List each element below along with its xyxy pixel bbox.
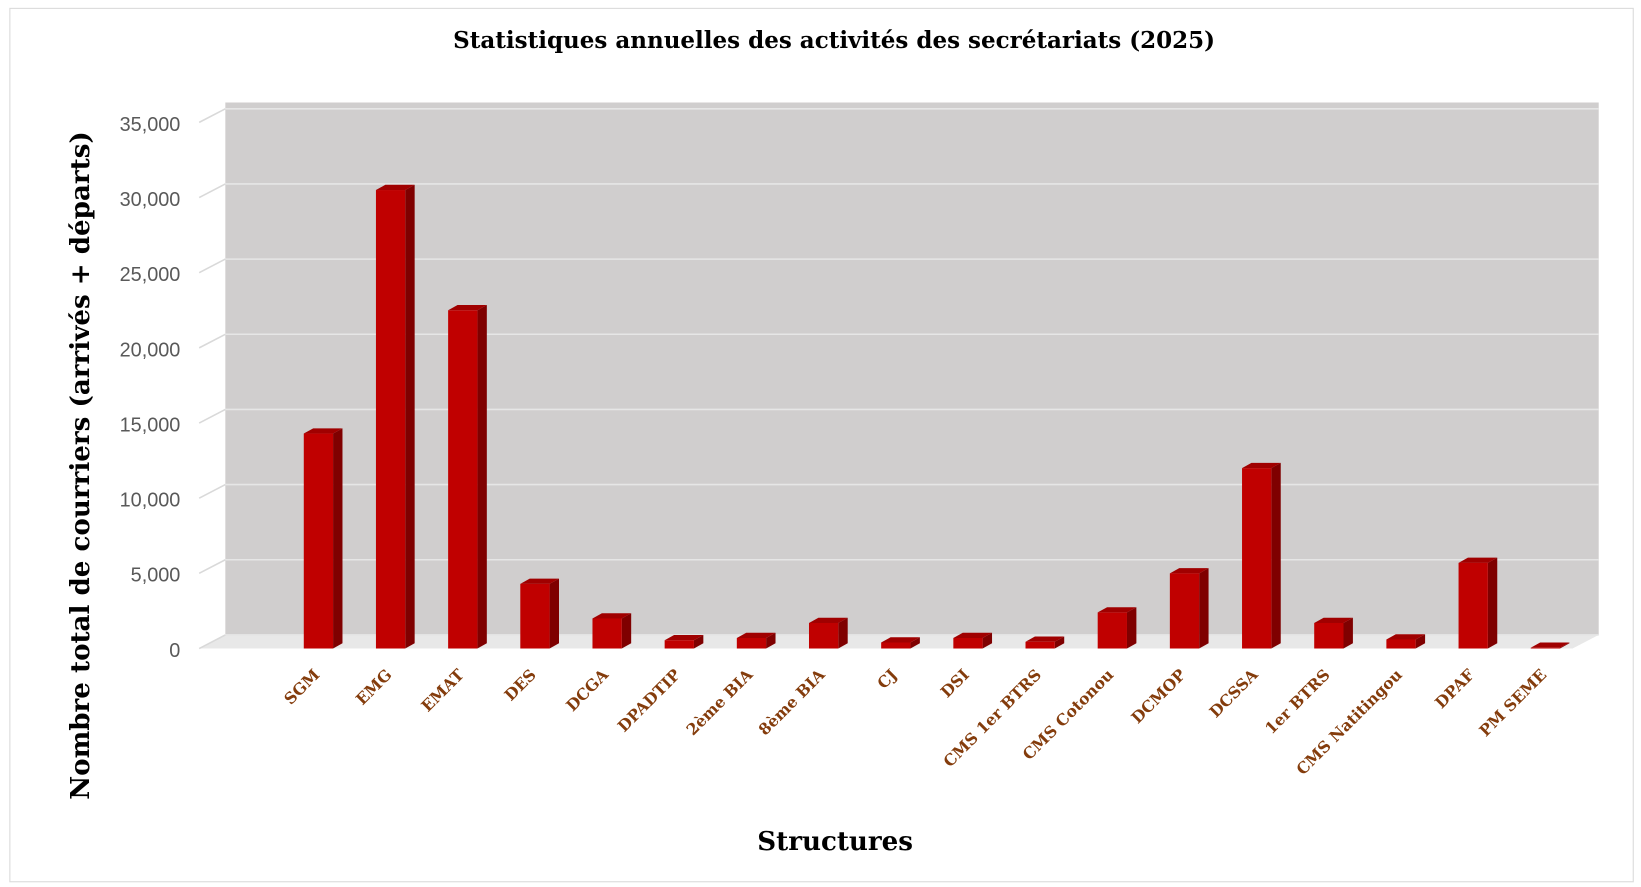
bar-top (375, 184, 415, 191)
bar (953, 637, 983, 649)
bar-top (303, 428, 343, 434)
bar (1169, 573, 1200, 649)
bar-top (881, 637, 920, 643)
bar (808, 622, 839, 649)
grid-line-side (198, 408, 226, 424)
bar (1386, 639, 1416, 649)
bar (1242, 468, 1272, 649)
y-tick-label: 5,000 (131, 565, 181, 587)
bar (1314, 622, 1344, 649)
y-tick-label: 35,000 (120, 114, 181, 136)
bar-top (1242, 462, 1281, 469)
y-tick-label: 15,000 (120, 414, 181, 436)
grid-line-side (198, 183, 226, 199)
bar-top (1530, 642, 1570, 648)
bar-side (477, 305, 487, 649)
bar-top (1169, 568, 1209, 574)
bar (375, 190, 406, 649)
grid-line-side (198, 634, 226, 650)
bar (448, 310, 478, 649)
grid-line-side (198, 483, 226, 499)
bar-side (1415, 634, 1426, 649)
bar (1458, 562, 1488, 649)
bar-top (1314, 617, 1353, 623)
bar-side (549, 578, 560, 649)
y-tick-label: 10,000 (120, 490, 181, 512)
bar-top (1386, 634, 1426, 640)
bar (1097, 612, 1127, 649)
bar (1530, 647, 1561, 649)
x-axis-title: Structures (757, 826, 913, 857)
bar-top (1097, 607, 1137, 613)
bar-side (1199, 568, 1209, 649)
bar (592, 618, 622, 649)
bar (736, 637, 767, 649)
chart-title: Statistiques annuelles des activités des… (453, 27, 1215, 54)
y-tick-label: 0 (169, 640, 180, 662)
y-tick-label: 30,000 (120, 189, 181, 211)
bar-side (1560, 642, 1570, 649)
bar-side (766, 632, 776, 649)
y-tick-label: 20,000 (120, 339, 181, 361)
grid-line-side (198, 108, 226, 124)
grid-line-side (198, 333, 226, 349)
grid-line-side (198, 559, 226, 575)
bar (520, 583, 550, 649)
y-axis-title: Nombre total de courriers (arrivés + dép… (65, 131, 96, 799)
bar-side (838, 617, 848, 649)
bar-side (910, 637, 920, 649)
back-wall (225, 102, 1599, 635)
y-tick-label: 25,000 (120, 264, 181, 286)
grid-line-side (198, 258, 226, 274)
bar-side (1054, 636, 1065, 649)
bar-top (448, 305, 487, 311)
bar-side (1343, 617, 1353, 649)
bar-top (953, 632, 993, 638)
bar (881, 642, 911, 649)
bar (1025, 641, 1055, 649)
bar-top (1025, 636, 1065, 642)
bar-side (1126, 607, 1137, 649)
bar (303, 433, 334, 649)
bar-top (808, 617, 848, 623)
bar-top (1458, 557, 1498, 563)
bar-side (1271, 462, 1281, 649)
bar-top (664, 635, 704, 641)
bar-side (693, 635, 704, 649)
bar-side (405, 184, 415, 649)
bar-side (1487, 557, 1498, 649)
bar-top (592, 613, 632, 619)
bar-side (333, 428, 343, 649)
bar-side (982, 632, 993, 649)
bar-top (520, 578, 560, 584)
bar-top (736, 632, 776, 638)
bar-side (621, 613, 632, 649)
bar (664, 640, 694, 649)
